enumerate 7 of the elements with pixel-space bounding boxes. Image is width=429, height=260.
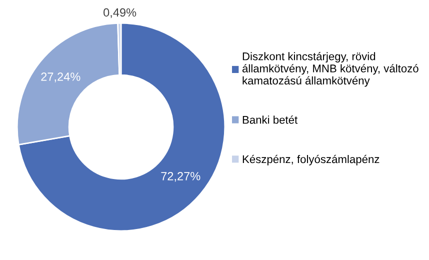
data-label: 72,27% bbox=[161, 172, 200, 182]
data-label: 27,24% bbox=[41, 72, 80, 82]
legend-label: Banki betét bbox=[242, 115, 298, 124]
legend-label: Diszkont kincstárjegy, rövid államkötvény, MNB kötvény, változó kamatozású államkötvény bbox=[242, 52, 418, 87]
data-label: 0,49% bbox=[104, 8, 136, 18]
legend-label: Készpénz, folyószámlapénz bbox=[242, 154, 380, 166]
donut-slice bbox=[18, 22, 226, 232]
